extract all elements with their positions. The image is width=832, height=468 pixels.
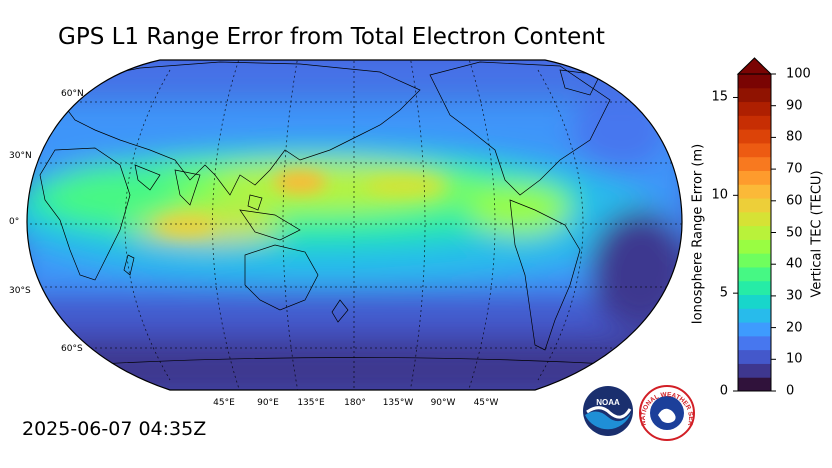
colorbar-band bbox=[738, 308, 771, 323]
colorbar-band bbox=[738, 294, 771, 309]
noaa-logo: NOAA bbox=[583, 386, 633, 436]
colorbar-right-tick-label: 50 bbox=[786, 225, 803, 240]
colorbar-right-tick-label: 0 bbox=[786, 383, 795, 399]
colorbar-band bbox=[738, 377, 771, 392]
colorbar-band bbox=[738, 280, 771, 296]
colorbar-extend-arrow bbox=[736, 57, 773, 75]
colorbar-right-tick-label: 90 bbox=[786, 98, 803, 114]
page-title: GPS L1 Range Error from Total Electron C… bbox=[58, 24, 605, 50]
tec-field bbox=[27, 60, 682, 390]
colorbar-band bbox=[738, 115, 771, 130]
colorbar-right-tick-label: 10 bbox=[786, 351, 803, 367]
colorbar-band bbox=[738, 142, 771, 158]
lon-label-45w: 45°W bbox=[473, 398, 499, 408]
nws-logo: NATIONAL WEATHER SERVICE bbox=[638, 385, 695, 441]
colorbar-right-tick-label: 20 bbox=[786, 320, 803, 336]
colorbar-band bbox=[738, 170, 771, 185]
lon-label-135e: 135°E bbox=[297, 398, 325, 408]
lat-label-60s: 60°S bbox=[61, 344, 83, 354]
lat-label-30n: 30°N bbox=[9, 151, 32, 161]
colorbar-band bbox=[738, 184, 771, 199]
map-border bbox=[26, 59, 683, 391]
colorbar-band bbox=[738, 253, 771, 268]
coastlines bbox=[39, 61, 631, 366]
lat-label-0: 0° bbox=[9, 217, 20, 227]
colorbar-band bbox=[738, 363, 771, 378]
lon-label-45e: 45°E bbox=[213, 398, 235, 408]
colorbar-band bbox=[738, 156, 771, 171]
colorbar-band bbox=[738, 101, 771, 116]
svg-text:NOAA: NOAA bbox=[596, 398, 620, 407]
colorbar-right-tick-label: 100 bbox=[786, 66, 811, 82]
colorbar-band bbox=[738, 239, 771, 254]
lon-label-135w: 135°W bbox=[382, 398, 414, 408]
lat-label-30s: 30°S bbox=[9, 286, 31, 296]
colorbar-right-tick-label: 40 bbox=[786, 256, 803, 272]
lon-label-90e: 90°E bbox=[257, 398, 279, 408]
colorbar-left-tick-label: 15 bbox=[711, 89, 728, 105]
colorbar-left-title: Ionosphere Range Error (m) bbox=[690, 143, 706, 325]
colorbar-band bbox=[738, 87, 771, 103]
colorbar-right-title: Vertical TEC (TECU) bbox=[809, 170, 825, 298]
colorbar-band bbox=[738, 129, 771, 144]
colorbar-band bbox=[738, 349, 771, 364]
colorbar-band bbox=[738, 74, 771, 89]
graticule bbox=[27, 60, 682, 390]
colorbar-band bbox=[738, 266, 771, 282]
colorbar-left-tick-label: 0 bbox=[719, 383, 728, 399]
lon-label-90w: 90°W bbox=[430, 398, 456, 408]
colorbar-band bbox=[738, 198, 771, 213]
colorbar-right-tick-label: 30 bbox=[786, 288, 803, 304]
colorbar-right-tick-label: 70 bbox=[786, 161, 803, 177]
timestamp: 2025-06-07 04:35Z bbox=[22, 418, 207, 440]
colorbar-band bbox=[738, 225, 771, 240]
colorbar-left-tick-label: 5 bbox=[719, 285, 728, 301]
colorbar-band bbox=[738, 322, 771, 337]
lat-label-60n: 60°N bbox=[61, 89, 84, 99]
colorbar-band bbox=[738, 211, 771, 227]
colorbar-right-tick-label: 60 bbox=[786, 193, 803, 209]
colorbar-right-tick-label: 80 bbox=[786, 129, 803, 145]
colorbar-left-tick-label: 10 bbox=[711, 187, 728, 203]
lon-label-180: 180° bbox=[344, 398, 366, 408]
colorbar-band bbox=[738, 335, 771, 351]
